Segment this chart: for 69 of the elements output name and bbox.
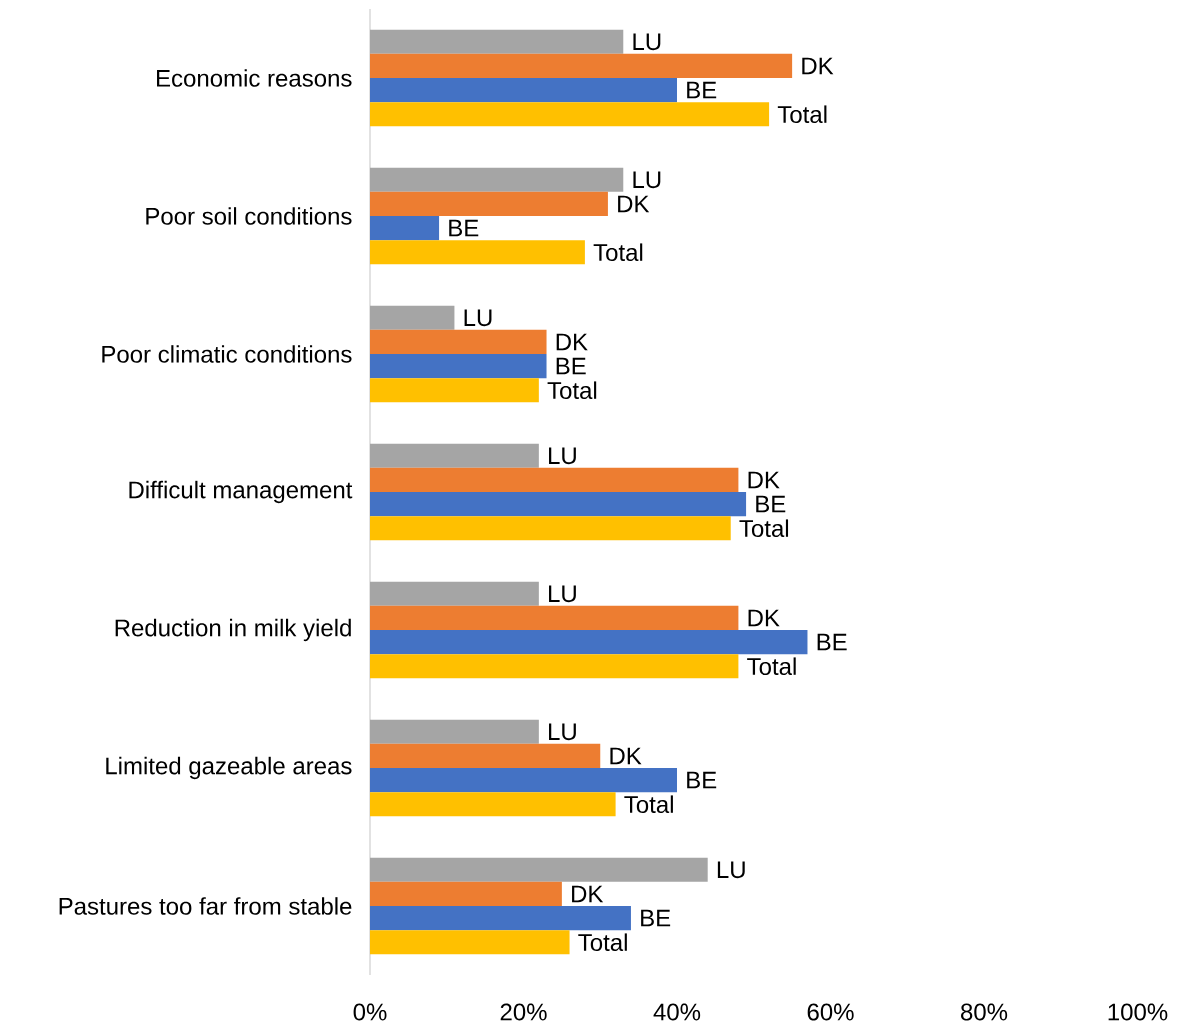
bar (370, 329, 547, 354)
bar (370, 29, 624, 54)
bar (370, 743, 601, 768)
bar (370, 191, 608, 216)
text: DK (572, 885, 604, 903)
text: Total (747, 657, 796, 676)
bar (370, 605, 739, 630)
x-tick-label: 80% (961, 1003, 1008, 1021)
x-tick-label: 40% (653, 1003, 701, 1021)
y-tick-label: Limited gazeable areas (106, 756, 352, 780)
series-label: Total (777, 105, 827, 124)
x-tick-label: 60% (807, 1003, 854, 1021)
x-tick-label: 20% (500, 1003, 547, 1021)
bar (370, 353, 547, 379)
series-label: DK (802, 57, 834, 75)
y-tick-label: Reduction in milk yield (115, 618, 351, 642)
text: DK (748, 609, 780, 627)
y-tick-label: Difficult management (129, 480, 353, 504)
x-tick-label: 0% (353, 1003, 387, 1021)
bar (370, 767, 677, 793)
series-label: BE (756, 495, 786, 513)
text: LU (549, 723, 576, 741)
text: LU (633, 33, 661, 51)
bar (370, 792, 616, 817)
text: DK (610, 747, 642, 765)
text: LU (549, 585, 576, 603)
text: LU (633, 171, 661, 189)
bar (370, 167, 624, 192)
bar (370, 443, 539, 468)
bar (370, 305, 455, 330)
bar (370, 102, 770, 127)
bar (370, 516, 731, 541)
bar (370, 491, 747, 517)
bar (370, 467, 739, 492)
series-label: LU (464, 309, 492, 327)
bar (370, 881, 562, 906)
bar (370, 240, 585, 265)
y-tick-label: Poor soil conditions (146, 207, 352, 225)
text: BE (817, 633, 847, 651)
text: Total (624, 795, 673, 814)
text: BE (556, 357, 586, 375)
text: LU (549, 447, 576, 465)
text: DK (618, 195, 650, 213)
bar (370, 719, 539, 744)
bar (370, 905, 631, 931)
y-tick-label: Economic reasons (157, 69, 352, 87)
bar (370, 378, 539, 403)
text: BE (687, 81, 717, 99)
y-tick-label: Poor climatic conditions (102, 345, 352, 363)
bar (370, 215, 440, 241)
text: LU (717, 861, 745, 879)
bar (370, 629, 808, 655)
bar (370, 654, 739, 679)
bar (370, 53, 793, 78)
text: Total (739, 519, 789, 538)
bar (370, 581, 539, 606)
text: BE (687, 771, 717, 789)
text: BE (641, 909, 671, 927)
text: Total (547, 381, 597, 400)
text: Total (593, 243, 643, 262)
text: BE (449, 219, 479, 237)
y-tick-label: Pastures too far from stable (59, 897, 352, 915)
x-tick-label: 100% (1108, 1003, 1168, 1021)
bar (370, 77, 677, 103)
text: DK (556, 333, 588, 351)
bar (370, 930, 570, 955)
text: Total (578, 933, 627, 952)
bar (370, 857, 708, 882)
text: DK (748, 471, 780, 489)
